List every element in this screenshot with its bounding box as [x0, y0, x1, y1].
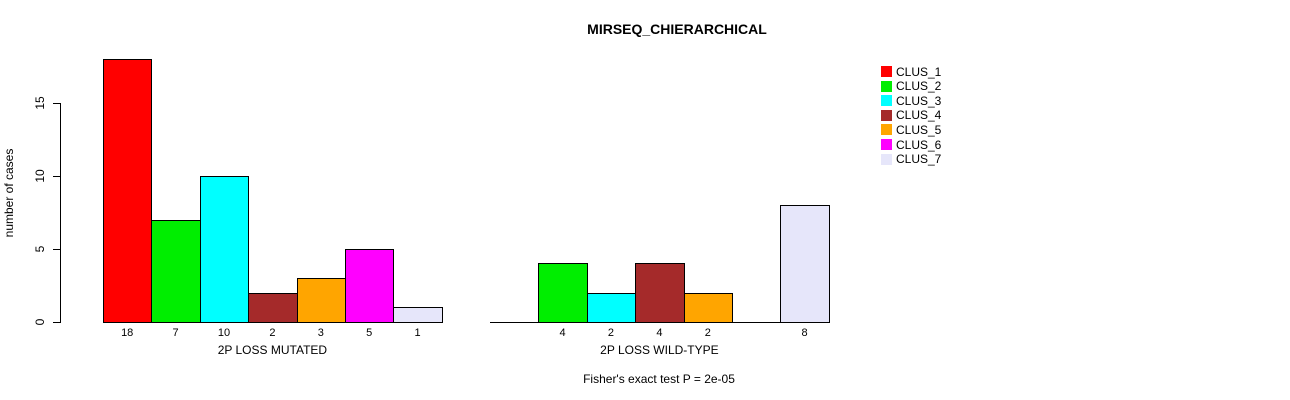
clus_5-swatch [881, 124, 892, 136]
bar-value-label: 7 [172, 327, 179, 339]
legend-label: CLUS_1 [896, 64, 942, 79]
bar-value-label: 1 [414, 327, 421, 339]
bar-value-label: 2 [704, 327, 711, 339]
bar-CLUS_3 [586, 292, 637, 323]
bar-CLUS_2 [538, 263, 588, 323]
legend-label: CLUS_3 [896, 93, 942, 108]
y-axis-tick-label: 0 [33, 318, 47, 326]
clus_2-swatch [881, 80, 892, 92]
clus_4-swatch [881, 109, 892, 121]
clus_7-swatch [881, 153, 892, 165]
y-axis-tick [53, 322, 60, 323]
group-label: 2P LOSS MUTATED [217, 343, 328, 357]
bar-value-label: 4 [656, 327, 663, 339]
chart-title: MIRSEQ_CHIERARCHICAL [587, 21, 767, 37]
y-axis-line [60, 102, 61, 323]
bar-CLUS_7 [780, 204, 830, 323]
bar-CLUS_1 [103, 58, 153, 323]
y-axis-tick-label: 15 [33, 95, 47, 110]
bar-value-label: 18 [121, 327, 134, 339]
legend-label: CLUS_2 [896, 79, 942, 94]
bar-value-label: 2 [269, 327, 276, 339]
bar-value-label: 2 [607, 327, 615, 339]
legend-label: CLUS_6 [896, 137, 942, 152]
clus_6-swatch [881, 139, 892, 150]
bar-CLUS_5 [296, 278, 346, 323]
y-axis-tick [53, 175, 60, 177]
legend-label: CLUS_7 [896, 152, 942, 167]
y-axis-tick-label: 5 [33, 245, 47, 253]
bar-value-label: 4 [559, 327, 566, 339]
clus_3-swatch [881, 95, 892, 107]
bar-value-label: 8 [801, 327, 808, 339]
legend-label: CLUS_4 [896, 108, 942, 123]
bar-CLUS_7 [393, 307, 443, 323]
legend-label: CLUS_5 [896, 122, 942, 137]
bar-value-label: 3 [317, 327, 324, 339]
group-label: 2P LOSS WILD-TYPE [600, 343, 719, 357]
y-axis-tick [53, 102, 60, 104]
clus_1-swatch [881, 66, 892, 77]
bar-CLUS_2 [151, 219, 201, 323]
fisher-test-annotation: Fisher's exact test P = 2e-05 [583, 372, 735, 386]
bar-CLUS_3 [199, 175, 250, 323]
bar-CLUS_4 [248, 292, 298, 323]
y-axis-tick [53, 248, 60, 250]
bar-CLUS_4 [635, 263, 685, 323]
bar-CLUS_5 [683, 292, 733, 323]
y-axis-label: number of cases [2, 148, 16, 238]
bar-value-label: 5 [366, 327, 373, 339]
y-axis-tick-label: 10 [33, 169, 47, 183]
bar-CLUS_6 [345, 248, 395, 323]
bar-value-label: 10 [217, 327, 231, 339]
